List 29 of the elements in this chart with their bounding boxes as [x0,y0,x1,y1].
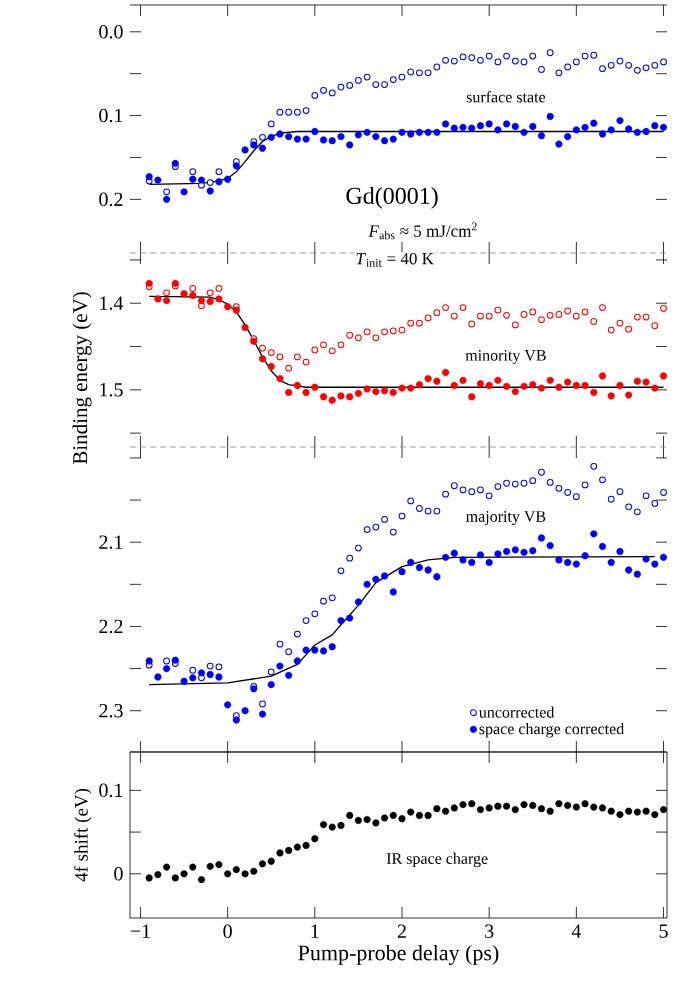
annotation: minority VB [465,349,546,364]
legend-label: space charge corrected [479,723,625,738]
y-tick-label: 0.0 [99,25,123,39]
y-axis-title: 4f shift (eV) [74,788,92,882]
x-tick-label: 5 [659,924,668,938]
x-tick-label: 1 [311,924,319,938]
y-tick-label: 0.1 [99,108,123,123]
y-tick-label: 0.1 [99,783,123,798]
x-tick-label: −1 [130,924,150,938]
annotation: Gd(0001) [346,187,438,209]
x-tick-label: 4 [571,924,582,938]
x-axis-title: Pump-probe delay (ps) [298,944,499,965]
y-tick-label: 2.1 [99,535,123,549]
annotation: IR space charge [386,852,488,868]
annotation: majority VB [466,511,546,526]
y-tick-label: 0.2 [99,192,123,207]
x-tick-label: 3 [485,924,494,938]
annotation: F$_{abs}$ ≈ 5 mJ/cm$^{2}$ [368,222,477,240]
y-tick-label: 2.2 [99,619,123,634]
y-tick-label: 0 [114,867,123,881]
x-tick-label: 2 [397,924,406,938]
y-axis-title: Binding energy (eV) [72,292,92,465]
y-tick-label: 1.4 [100,296,124,310]
annotation: T$_{init}$ = 40 K [356,252,434,267]
annotation: surface state [466,91,546,103]
legend-label: uncorrected [479,706,555,718]
x-tick-label: 0 [223,924,232,939]
y-tick-label: 2.3 [99,703,123,718]
y-tick-label: 1.5 [100,383,123,397]
